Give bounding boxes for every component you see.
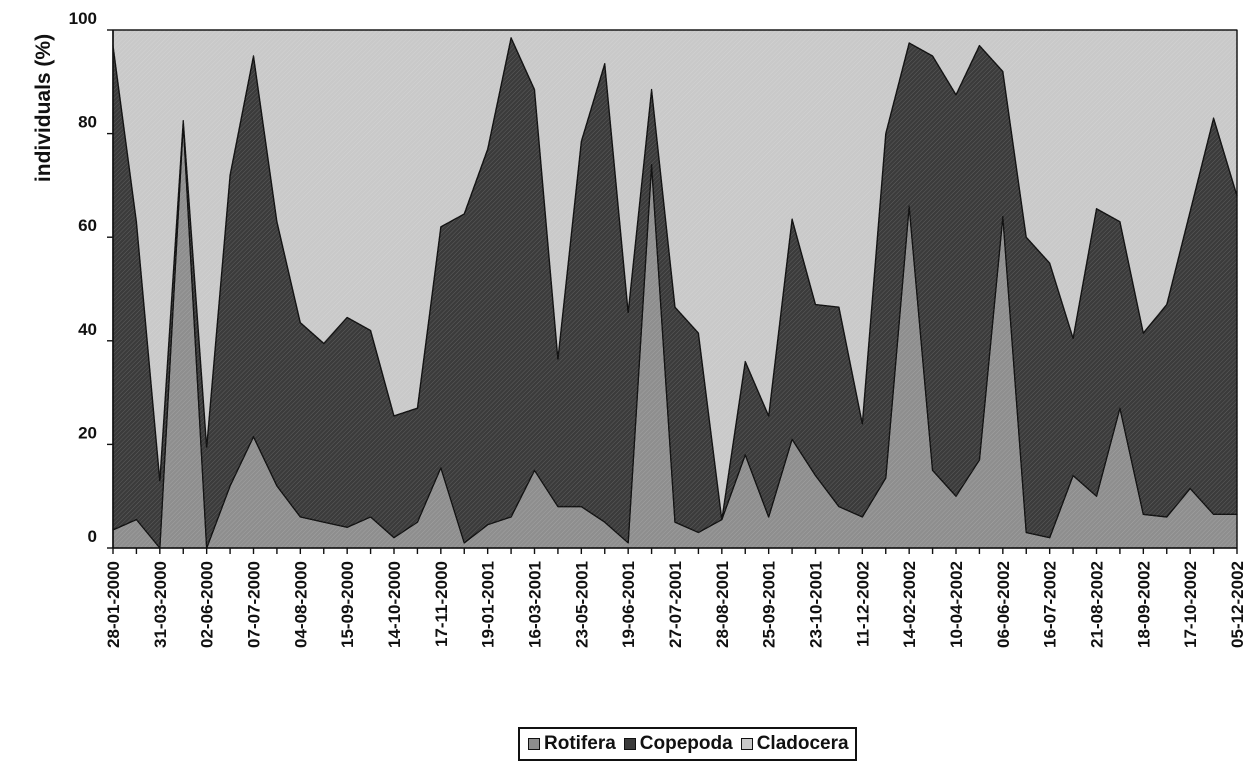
- y-tick-labels: 0 20 40 60 80 100: [69, 9, 97, 546]
- y-tick-label: 60: [78, 216, 97, 235]
- stacked-areas: [112, 29, 1238, 549]
- x-tick-label: 28-08-2001: [713, 561, 732, 648]
- y-axis-label: individuals (%): [32, 34, 55, 182]
- y-tick-label: 40: [78, 320, 97, 339]
- x-tick-label: 16-07-2002: [1041, 561, 1060, 648]
- y-tick-label: 100: [69, 9, 97, 28]
- x-tick-label: 07-07-2000: [245, 561, 264, 648]
- x-tick-label: 02-06-2000: [198, 561, 217, 648]
- x-tick-label: 23-05-2001: [572, 561, 591, 648]
- x-tick-label: 15-09-2000: [338, 561, 357, 648]
- x-tick-label: 10-04-2002: [947, 561, 966, 648]
- legend-swatch-rotifera: [528, 738, 540, 750]
- y-tick-label: 80: [78, 113, 97, 132]
- legend-label-copepoda: Copepoda: [639, 733, 733, 754]
- legend: Rotifera Copepoda Cladocera: [518, 727, 857, 761]
- x-tick-label: 18-09-2002: [1134, 561, 1153, 648]
- axes: [107, 29, 1238, 554]
- x-tick-label: 05-12-2002: [1228, 561, 1247, 648]
- legend-label-rotifera: Rotifera: [544, 733, 616, 754]
- x-tick-label: 06-06-2002: [994, 561, 1013, 648]
- x-tick-label: 17-11-2000: [432, 561, 451, 647]
- y-tick-label: 0: [88, 527, 97, 546]
- x-tick-label: 04-08-2000: [291, 561, 310, 648]
- x-tick-label: 19-01-2001: [479, 561, 498, 648]
- legend-label-cladocera: Cladocera: [756, 733, 849, 754]
- x-tick-labels: 28-01-2000 31-03-2000 02-06-2000 07-07-2000…: [104, 561, 1247, 648]
- x-tick-label: 25-09-2001: [760, 561, 779, 648]
- legend-item-copepoda: Copepoda: [623, 733, 733, 755]
- legend-item-cladocera: Cladocera: [740, 733, 849, 755]
- x-tick-label: 27-07-2001: [666, 561, 685, 648]
- x-tick-label: 19-06-2001: [619, 561, 638, 648]
- x-tick-label: 14-10-2000: [385, 561, 404, 648]
- x-tick-label: 11-12-2002: [853, 561, 872, 647]
- legend-item-rotifera: Rotifera: [528, 733, 616, 755]
- x-tick-label: 31-03-2000: [151, 561, 170, 648]
- legend-swatch-copepoda: [623, 738, 636, 750]
- area-texture-copepoda: [113, 37, 1237, 549]
- area-texture-rotifera: [113, 123, 1237, 549]
- x-tick-label: 16-03-2001: [526, 561, 545, 648]
- y-tick-label: 20: [78, 423, 97, 442]
- x-tick-label: 28-01-2000: [104, 561, 123, 648]
- x-tick-label: 21-08-2002: [1088, 561, 1107, 648]
- area-texture-cladocera: [113, 30, 1237, 520]
- legend-swatch-cladocera: [740, 738, 753, 750]
- x-tick-label: 14-02-2002: [900, 561, 919, 648]
- x-tick-label: 17-10-2002: [1181, 561, 1200, 648]
- x-tick-label: 23-10-2001: [807, 561, 826, 648]
